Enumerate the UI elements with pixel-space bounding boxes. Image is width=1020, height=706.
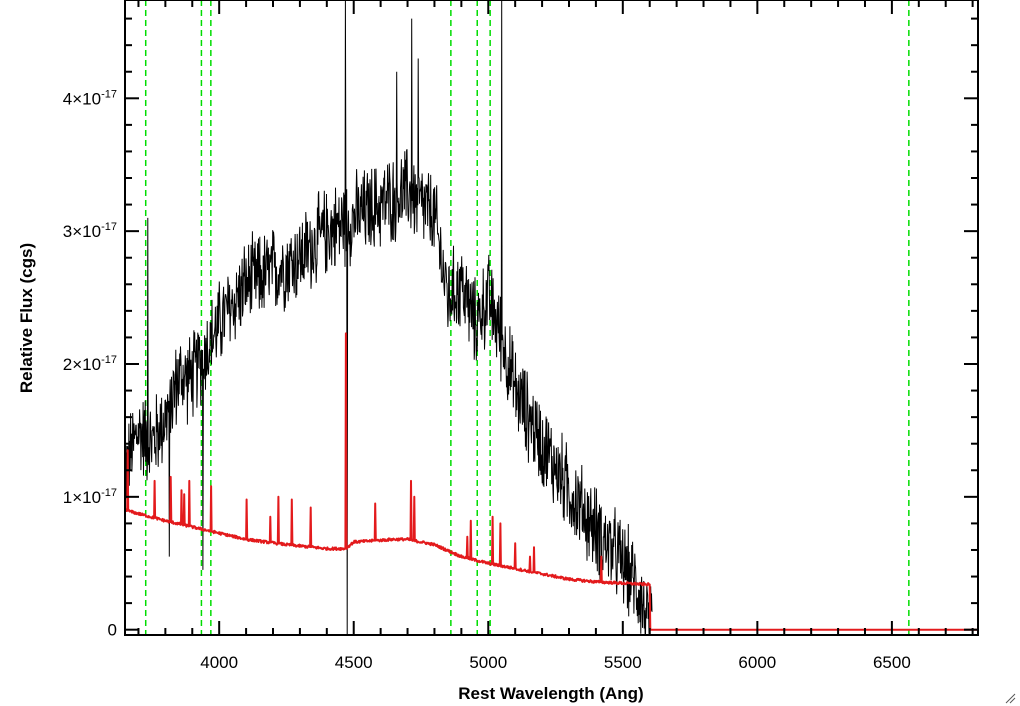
model-spectrum-line <box>124 332 979 631</box>
y-tick-mantissa: 2×10 <box>63 355 101 374</box>
x-tick-label: 6000 <box>738 653 776 672</box>
x-tick-label: 6500 <box>873 653 911 672</box>
observed-spectrum-line <box>124 0 653 636</box>
y-tick-label: 0 <box>108 621 117 640</box>
y-tick-label: 4×10-17 <box>63 88 117 108</box>
y-tick-mantissa: 3×10 <box>63 222 101 241</box>
model-spectrum-series <box>124 332 979 631</box>
y-tick-mantissa: 0 <box>108 621 117 640</box>
y-tick-labels: 01×10-172×10-173×10-174×10-17 <box>63 88 117 639</box>
y-tick-exponent: -17 <box>101 487 117 499</box>
vertical-line-markers <box>144 0 910 635</box>
x-tick-label: 4500 <box>335 653 373 672</box>
x-tick-label: 5000 <box>469 653 507 672</box>
y-tick-label: 2×10-17 <box>63 354 117 374</box>
plot-frame <box>124 0 979 636</box>
y-tick-exponent: -17 <box>101 354 117 366</box>
y-tick-mantissa: 1×10 <box>63 488 101 507</box>
x-axis-title: Rest Wavelength (Ang) <box>458 684 643 703</box>
y-tick-label: 3×10-17 <box>63 221 117 241</box>
x-tick-label: 5500 <box>604 653 642 672</box>
y-axis-title: Relative Flux (cgs) <box>17 243 36 393</box>
y-tick-mantissa: 4×10 <box>63 89 101 108</box>
x-tick-labels: 4000 4500 5000 5500 6000 6500 <box>200 653 911 672</box>
axis-ticks <box>125 0 978 635</box>
y-tick-exponent: -17 <box>101 221 117 233</box>
y-tick-label: 1×10-17 <box>63 487 117 507</box>
resize-grip-icon <box>1005 693 1016 704</box>
x-tick-label: 4000 <box>200 653 238 672</box>
y-tick-exponent: -17 <box>101 88 117 100</box>
observed-spectrum-series <box>124 0 653 636</box>
